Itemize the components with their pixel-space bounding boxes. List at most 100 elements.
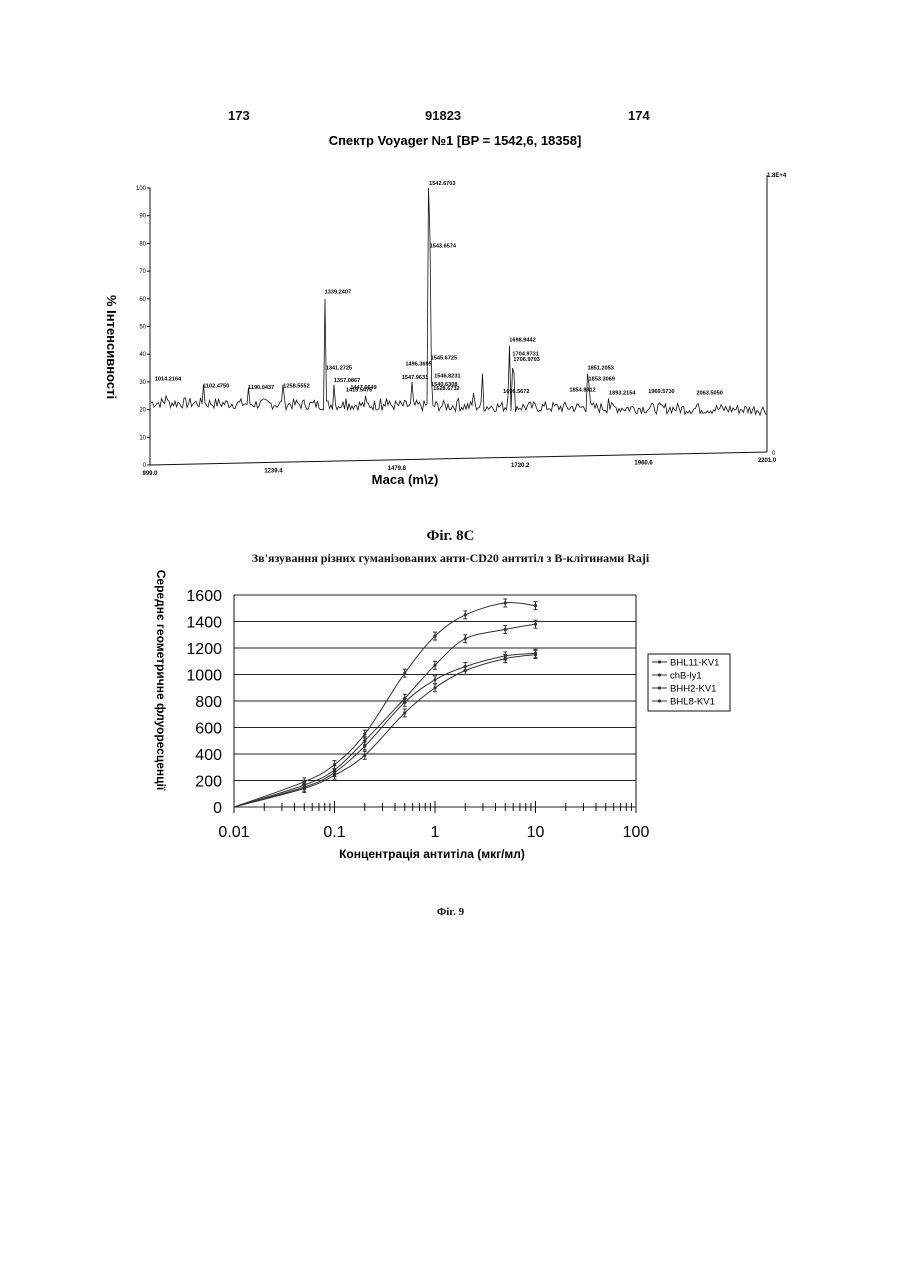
binding-x-tick-label: 0.1 [323,824,345,841]
spectrum-x-tick-label: 2201.0 [758,458,777,464]
binding-chart: Середнє геометричне флуоресценції Концен… [0,570,901,910]
binding-point-diamond [433,664,436,667]
binding-y-tick-label: 400 [195,747,222,764]
spectrum-y-tick-label: 0 [143,463,147,469]
spectrum-peak-label: 1014.2164 [155,377,182,383]
spectrum-right-scale-bottom: 0 [772,451,776,457]
spectrum-peak-label: 1339.2407 [325,289,351,295]
binding-x-tick-label: 1 [431,824,440,841]
binding-legend-label: BHL11-KV1 [670,658,719,669]
binding-series-line-bhl11-kv1 [234,624,536,807]
binding-point-dot [433,634,436,637]
binding-legend-label: BHH2-KV1 [670,684,716,695]
spectrum-right-scale-top: 1.8E+4 [767,173,787,179]
binding-point-cross [534,653,537,656]
binding-point-dot [363,733,366,736]
spectrum-x-tick-label: 1960.6 [634,461,653,467]
spectrum-y-tick-label: 20 [139,408,146,414]
binding-point-dot [403,672,406,675]
binding-legend-marker [658,660,661,663]
binding-series-line-chb-ly1 [234,603,536,807]
binding-legend-marker [658,699,661,702]
spectrum-peak-label: 1543.6574 [430,244,457,250]
binding-point-dot [534,604,537,607]
binding-legend-marker [658,686,661,689]
binding-y-tick-label: 200 [195,774,222,791]
binding-y-tick-label: 600 [195,721,222,738]
spectrum-peak-label: 1190.0437 [248,385,274,391]
binding-point-cross [363,754,366,757]
spectrum-y-tick-label: 80 [139,241,146,247]
binding-point-square [363,744,366,747]
spectrum-y-tick-label: 40 [139,352,146,358]
binding-point-cross [403,711,406,714]
binding-point-cross [303,787,306,790]
binding-y-tick-label: 1000 [186,668,222,685]
spectrum-peak-label: 1547.9631 [402,375,428,381]
spectrum-y-tick-label: 90 [139,214,146,220]
spectrum-title: Спектр Voyager №1 [BP = 1542,6, 18358] [329,133,582,148]
binding-point-cross [504,657,507,660]
spectrum-y-tick-label: 100 [136,186,147,192]
binding-point-dot [333,763,336,766]
spectrum-y-tick-label: 10 [139,435,146,441]
spectrum-peak-label: 1258.5552 [283,383,309,389]
spectrum-y-tick-label: 70 [139,269,146,275]
binding-y-tick-label: 1200 [186,641,222,658]
binding-point-square [403,701,406,704]
binding-y-tick-label: 1600 [186,588,222,605]
binding-x-tick-label: 100 [623,824,650,841]
spectrum-y-tick-label: 30 [139,380,146,386]
spectrum-x-tick-label: 999.0 [142,471,158,477]
spectrum-y-tick-label: 60 [139,297,146,303]
figure-9-caption: Фіг. 9 [0,906,901,918]
spectrum-peak-label: 1496.3695 [405,361,431,367]
binding-point-dot [464,613,467,616]
spectrum-x-axis-label: Маса (m\z) [372,472,439,487]
spectrum-peak-label: 1706.9703 [513,357,539,363]
spectrum-peak-label: 1419.5476 [346,388,372,394]
binding-y-axis-label: Середнє геометричне флуоресценції [154,570,168,791]
spectrum-peak-label: 1893.2154 [609,390,636,396]
binding-point-cross [464,669,467,672]
spectrum-peak-label: 1696.5672 [503,389,529,395]
binding-point-diamond [464,637,467,640]
spectrum-peak-label: 1545.6725 [431,356,457,362]
spectrum-x-axis [150,452,767,465]
binding-x-tick-label: 0.01 [218,824,249,841]
binding-y-tick-label: 0 [213,800,222,817]
spectrum-y-axis-label: % Інтенсивності [104,295,119,399]
spectrum-peak-label: 1341.2725 [326,365,352,371]
binding-legend-label: chB-ly1 [670,671,702,682]
figure-8c-caption: Фіг. 8С [0,528,901,545]
binding-point-cross [333,774,336,777]
spectrum-peak-label: 1853.3069 [589,377,615,383]
binding-chart-title: Зв'язування різних гуманізованих анти-CD… [0,551,901,566]
binding-point-diamond [504,628,507,631]
spectrum-peak-label: 1851.2053 [587,365,613,371]
binding-point-square [433,678,436,681]
binding-x-tick-label: 10 [527,824,545,841]
spectrum-peak-label: 1546.8231 [434,374,460,380]
binding-legend-label: BHL8-KV1 [670,697,715,708]
binding-y-tick-label: 1400 [186,615,222,632]
spectrum-peak-label: 1698.9442 [509,338,535,344]
spectrum-peak-label: 1357.0867 [334,378,360,384]
spectrum-trace [151,188,766,415]
spectrum-peak-label: 1969.5730 [648,389,674,395]
binding-point-dot [504,601,507,604]
spectrum-peak-label: 1854.8912 [569,388,595,394]
spectrum-peak-label: 1628.6732 [433,386,459,392]
binding-point-cross [433,686,436,689]
binding-series-line-bhh2-kv1 [234,653,536,807]
spectrum-x-tick-label: 1720.2 [511,463,530,469]
spectrum-x-tick-label: 1479.8 [388,466,407,472]
spectrum-peak-label: 1542.6703 [429,181,455,187]
binding-x-axis-label: Концентрація антитіла (мкг/мл) [339,847,525,861]
spectrum-peak-label: 1102.4750 [203,383,229,389]
mass-spectrum-chart: Спектр Voyager №1 [BP = 1542,6, 18358] %… [0,0,901,500]
spectrum-y-tick-label: 50 [139,325,146,331]
spectrum-peak-label: 2063.5050 [696,390,722,396]
binding-y-tick-label: 800 [195,694,222,711]
spectrum-x-tick-label: 1239.4 [264,468,283,474]
